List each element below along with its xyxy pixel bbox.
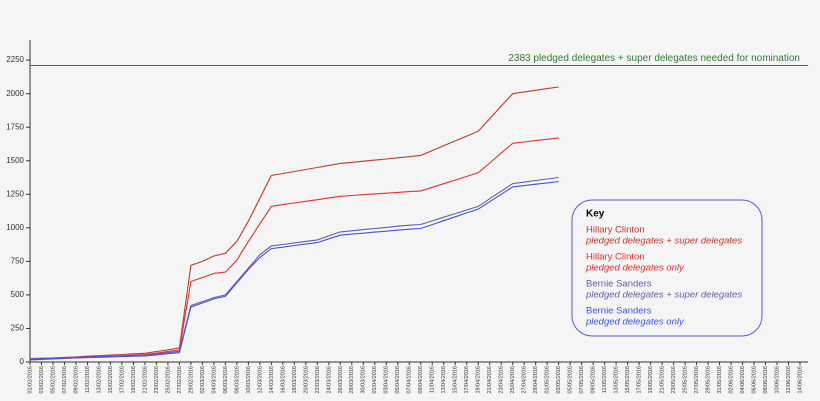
legend-box — [571, 199, 763, 337]
x-tick-label: 25/02/2016 — [165, 366, 171, 394]
x-tick-label: 31/05/2016 — [717, 366, 723, 394]
x-tick-label: 13/02/2016 — [96, 366, 102, 394]
x-tick-label: 09/05/2016 — [591, 366, 597, 394]
x-tick-label: 04/03/2016 — [211, 366, 217, 394]
x-tick-label: 24/03/2016 — [326, 366, 332, 394]
x-tick-label: 16/03/2016 — [280, 366, 286, 394]
x-tick-label: 05/04/2016 — [395, 366, 401, 394]
x-tick-label: 08/03/2016 — [234, 366, 240, 394]
legend-name: Hillary Clinton — [586, 252, 645, 263]
legend-name: Bernie Sanders — [586, 279, 652, 290]
x-tick-label: 18/03/2016 — [292, 366, 298, 394]
x-tick-label: 19/05/2016 — [648, 366, 654, 394]
x-tick-label: 15/04/2016 — [453, 366, 459, 394]
x-tick-label: 17/02/2016 — [119, 366, 125, 394]
x-tick-label: 05/02/2016 — [50, 366, 56, 394]
x-tick-label: 17/05/2016 — [637, 366, 643, 394]
x-tick-label: 15/02/2016 — [108, 366, 114, 394]
x-tick-label: 02/03/2016 — [200, 366, 206, 394]
x-tick-label: 11/02/2016 — [85, 366, 91, 393]
x-tick-label: 04/06/2016 — [740, 366, 746, 394]
x-tick-label: 01/02/2016 — [27, 366, 33, 394]
x-tick-label: 21/04/2016 — [487, 366, 493, 394]
x-tick-label: 19/04/2016 — [476, 366, 482, 394]
x-tick-label: 07/04/2016 — [407, 366, 413, 394]
x-tick-label: 25/04/2016 — [510, 366, 516, 394]
y-tick-label: 1000 — [6, 223, 24, 232]
x-tick-label: 22/03/2016 — [315, 366, 321, 394]
y-tick-label: 1750 — [6, 122, 24, 131]
x-tick-label: 21/05/2016 — [660, 366, 666, 394]
series-line — [29, 180, 559, 360]
x-tick-label: 01/04/2016 — [372, 366, 378, 394]
legend-label: pledged delegates only — [585, 263, 685, 274]
legend-name: Hillary Clinton — [586, 225, 645, 236]
reference-label: 2383 pledged delegates + super delegates… — [508, 53, 800, 64]
x-tick-label: 09/04/2016 — [418, 366, 424, 394]
x-tick-label: 23/05/2016 — [671, 366, 677, 394]
x-tick-label: 06/03/2016 — [223, 366, 229, 394]
x-tick-label: 03/04/2016 — [384, 366, 390, 394]
x-tick-label: 11/04/2016 — [430, 366, 436, 393]
x-tick-label: 14/03/2016 — [269, 366, 275, 394]
x-tick-label: 26/03/2016 — [338, 366, 344, 394]
x-tick-label: 02/06/2016 — [728, 366, 734, 394]
y-tick-label: 750 — [11, 256, 25, 265]
x-tick-label: 07/02/2016 — [62, 366, 68, 394]
y-tick-label: 1500 — [6, 156, 24, 165]
x-tick-label: 06/06/2016 — [751, 366, 757, 394]
x-tick-label: 17/04/2016 — [464, 366, 470, 394]
x-tick-label: 25/05/2016 — [683, 366, 689, 394]
x-tick-label: 13/04/2016 — [441, 366, 447, 394]
legend-label: pledged delegates + super delegates — [585, 236, 742, 247]
y-tick-label: 500 — [11, 290, 25, 299]
x-tick-label: 30/03/2016 — [361, 366, 367, 394]
x-tick-label: 23/02/2016 — [154, 366, 160, 394]
y-tick-label: 0 — [20, 357, 25, 366]
x-tick-label: 12/06/2016 — [786, 366, 792, 394]
x-tick-label: 10/06/2016 — [774, 366, 780, 394]
x-tick-label: 15/05/2016 — [625, 366, 631, 394]
legend-label: pledged delegates + super delegates — [585, 290, 742, 301]
x-tick-label: 08/06/2016 — [763, 366, 769, 394]
y-tick-label: 250 — [11, 324, 25, 333]
x-tick-label: 27/04/2016 — [522, 366, 528, 394]
x-tick-label: 11/05/2016 — [602, 366, 608, 393]
x-tick-label: 29/04/2016 — [533, 366, 539, 394]
x-tick-label: 14/06/2016 — [797, 366, 803, 394]
series-line — [29, 86, 559, 360]
x-tick-label: 23/04/2016 — [499, 366, 505, 394]
x-tick-label: 03/05/2016 — [556, 366, 562, 394]
x-tick-label: 28/03/2016 — [349, 366, 355, 394]
x-tick-label: 01/05/2016 — [545, 366, 551, 394]
x-tick-label: 29/02/2016 — [188, 366, 194, 394]
x-tick-label: 29/05/2016 — [706, 366, 712, 394]
legend-title: Key — [586, 209, 605, 220]
y-tick-label: 2250 — [6, 55, 24, 64]
x-tick-label: 05/05/2016 — [568, 366, 574, 394]
x-tick-label: 07/05/2016 — [579, 366, 585, 394]
x-tick-label: 10/03/2016 — [246, 366, 252, 394]
y-tick-label: 2000 — [6, 89, 24, 98]
x-tick-label: 09/02/2016 — [73, 366, 79, 394]
x-tick-label: 27/02/2016 — [177, 366, 183, 394]
legend-label: pledged delegates only — [585, 317, 685, 328]
x-tick-label: 19/02/2016 — [131, 366, 137, 394]
x-tick-label: 21/02/2016 — [142, 366, 148, 394]
x-tick-label: 27/05/2016 — [694, 366, 700, 394]
x-tick-label: 12/03/2016 — [257, 366, 263, 394]
series-line — [29, 176, 559, 360]
legend-name: Bernie Sanders — [586, 306, 652, 317]
x-tick-label: 20/03/2016 — [303, 366, 309, 394]
y-tick-label: 1250 — [6, 189, 24, 198]
x-tick-label: 03/02/2016 — [39, 366, 45, 394]
x-tick-label: 13/05/2016 — [614, 366, 620, 394]
